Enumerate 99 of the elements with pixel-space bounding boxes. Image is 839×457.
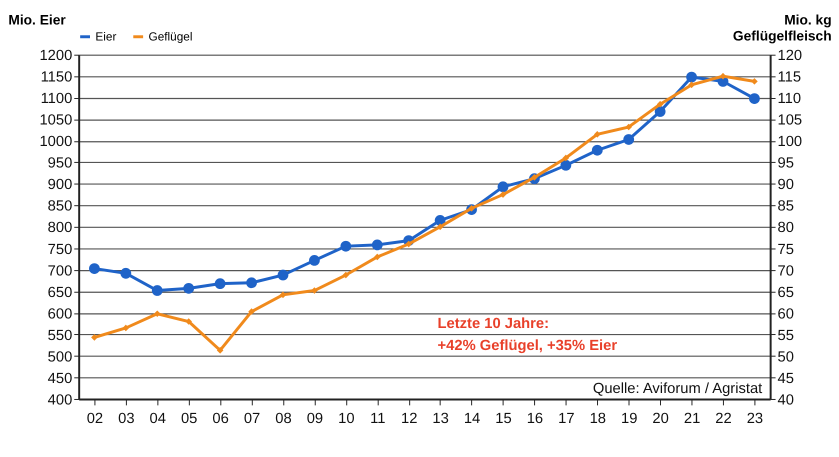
point <box>122 324 130 332</box>
x-tick-label: 16 <box>526 411 544 428</box>
x-tick-label: 23 <box>746 411 764 428</box>
x-tick-label: 10 <box>338 411 355 428</box>
point <box>216 347 224 354</box>
point <box>592 144 603 156</box>
y2-tick-label: 60 <box>778 306 794 322</box>
y2-tick-label: 45 <box>778 370 794 387</box>
point <box>751 78 758 85</box>
point <box>374 254 381 260</box>
point <box>309 255 320 266</box>
annotation: Letzte 10 Jahre: <box>438 316 550 332</box>
x-tick-label: 12 <box>400 411 418 428</box>
point <box>91 334 98 341</box>
point <box>372 240 383 250</box>
y2-tick-label: 100 <box>778 134 802 150</box>
y2-tick-label: 110 <box>778 91 802 108</box>
y-tick-label: 650 <box>48 284 72 301</box>
point <box>246 277 257 288</box>
point <box>278 270 288 280</box>
point <box>152 285 163 296</box>
y2-tick-label: 120 <box>778 48 802 64</box>
point <box>436 224 444 230</box>
legend-label: Geflügel <box>148 30 192 44</box>
x-tick-label: 20 <box>652 411 669 428</box>
y2-tick-label: 65 <box>778 284 794 301</box>
y-tick-label: 1000 <box>39 134 72 150</box>
point <box>720 72 726 80</box>
y-tick-label: 500 <box>48 349 72 366</box>
x-tick-label: 19 <box>620 411 638 428</box>
point <box>500 191 506 198</box>
point <box>594 131 601 138</box>
legend-label: Eier <box>95 30 116 44</box>
y2-tick-label: 95 <box>778 156 794 172</box>
x-tick-label: 11 <box>370 411 386 428</box>
y-tick-label: 600 <box>48 306 72 322</box>
point <box>248 308 255 315</box>
y2-tick-label: 55 <box>778 328 794 344</box>
point <box>623 134 634 145</box>
x-tick-label: 09 <box>306 411 324 428</box>
point <box>688 82 695 88</box>
x-tick-label: 17 <box>558 411 575 428</box>
annotation: +42% Geflügel, +35% Eier <box>438 338 618 354</box>
x-tick-label: 05 <box>180 411 198 428</box>
x-tick-label: 04 <box>150 411 166 428</box>
point <box>656 100 664 108</box>
x-tick-label: 15 <box>495 411 512 428</box>
point <box>686 72 697 82</box>
point <box>89 263 100 274</box>
x-tick-label: 18 <box>590 411 606 428</box>
y-tick-label: 800 <box>48 220 72 236</box>
point <box>120 268 132 279</box>
x-tick-label: 22 <box>715 411 732 428</box>
y-tick-label: 1200 <box>39 48 72 64</box>
annotation: Quelle: Aviforum / Agristat <box>592 381 762 398</box>
x-tick-label: 03 <box>118 411 135 428</box>
point <box>183 282 194 294</box>
y-tick-label: 750 <box>48 242 72 258</box>
point <box>214 278 226 290</box>
point <box>154 310 161 318</box>
x-tick-label: 06 <box>212 411 229 428</box>
point <box>625 124 632 130</box>
x-tick-label: 08 <box>275 411 292 428</box>
y2-tick-label: 40 <box>778 392 794 408</box>
y-tick-label: 1100 <box>40 91 72 108</box>
x-tick-label: 21 <box>684 411 700 428</box>
y2-tick-label: 115 <box>778 70 802 86</box>
y2-tick-label: 80 <box>778 220 794 236</box>
y2-tick-label: 70 <box>778 263 794 280</box>
point <box>498 181 508 192</box>
y-tick-label: 1050 <box>39 112 72 129</box>
y2-tick-label: 75 <box>778 242 794 258</box>
point <box>342 272 350 278</box>
point <box>654 106 666 117</box>
x-tick-label: 02 <box>86 411 104 428</box>
y-tick-label: 850 <box>48 198 72 215</box>
point <box>560 160 572 171</box>
point <box>280 292 286 298</box>
point <box>185 318 192 325</box>
y2-tick-label: 50 <box>778 349 794 366</box>
y2-tick-label: 105 <box>778 112 802 129</box>
point <box>562 154 570 162</box>
y-tick-label: 550 <box>48 328 72 344</box>
x-tick-label: 13 <box>432 411 449 428</box>
y-tick-label: 900 <box>48 177 72 194</box>
y2-tick-label: 85 <box>778 198 794 215</box>
y2-tick-label: 90 <box>778 177 794 194</box>
y-tick-label: 450 <box>48 370 72 387</box>
y-tick-label: 950 <box>48 156 72 172</box>
x-tick-label: 14 <box>464 411 480 428</box>
y-axis-title: Mio. Eier <box>8 12 66 28</box>
y-tick-label: 400 <box>48 392 72 408</box>
x-tick-label: 07 <box>244 411 260 428</box>
point <box>340 240 352 252</box>
y2-axis-title: Mio. kg Geflügelfleisch <box>732 12 832 44</box>
point <box>311 287 318 294</box>
y-tick-label: 700 <box>48 263 72 280</box>
point <box>749 93 760 104</box>
y-tick-label: 1150 <box>40 70 72 86</box>
